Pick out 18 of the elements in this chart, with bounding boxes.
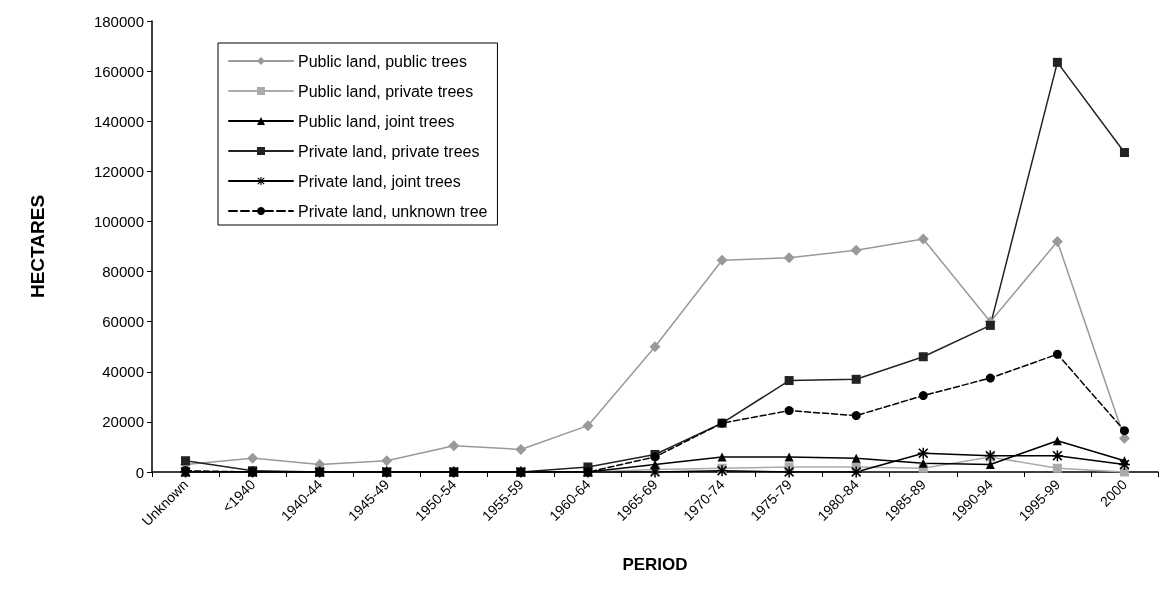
y-tick-label: 160000 [93, 62, 144, 80]
legend-label: Private land, private trees [298, 142, 480, 160]
y-axis-title: HECTARES [27, 194, 48, 299]
y-tick-label: 180000 [93, 12, 144, 30]
y-tick-label: 0 [135, 463, 144, 481]
legend-label: Public land, private trees [298, 82, 474, 100]
y-tick-label: 20000 [102, 413, 144, 431]
y-tick-label: 80000 [102, 263, 144, 281]
y-tick-label: 140000 [93, 112, 144, 130]
legend-label: Private land, unknown tree [298, 202, 488, 220]
y-tick-label: 100000 [93, 212, 144, 230]
legend-label: Public land, joint trees [298, 112, 455, 130]
y-tick-label: 40000 [102, 363, 144, 381]
legend-label: Public land, public trees [298, 52, 467, 70]
legend-label: Private land, joint trees [298, 172, 461, 190]
x-axis-title: PERIOD [622, 555, 688, 574]
y-tick-label: 60000 [102, 313, 144, 331]
y-tick-label: 120000 [93, 162, 144, 180]
